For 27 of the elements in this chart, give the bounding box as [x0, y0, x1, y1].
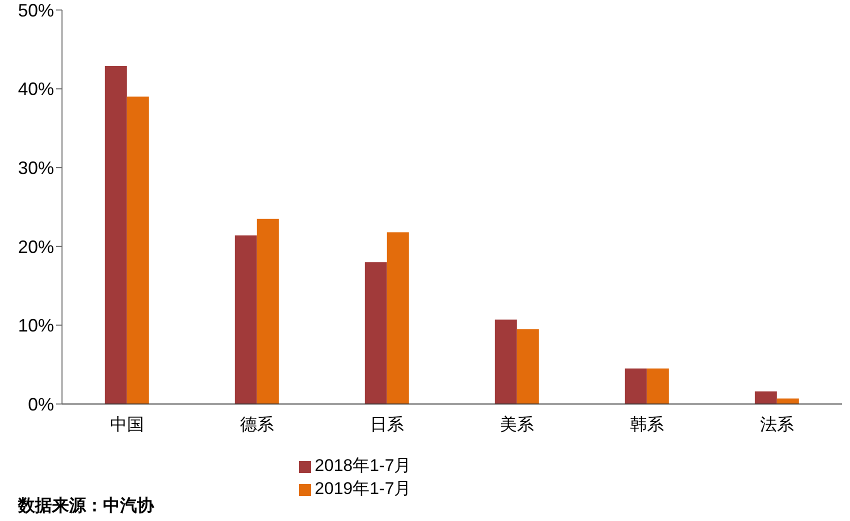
bar	[386, 232, 409, 404]
y-tick-label: 0%	[28, 394, 54, 414]
bar	[646, 368, 669, 404]
y-tick-label: 40%	[18, 79, 54, 100]
bar	[234, 235, 257, 404]
bar	[126, 96, 149, 404]
bar	[754, 391, 777, 404]
y-tick-label: 30%	[18, 158, 54, 178]
x-tick-label: 韩系	[630, 415, 664, 436]
x-tick-label: 日系	[370, 415, 404, 436]
bar	[256, 218, 279, 404]
y-tick-label: 20%	[18, 236, 54, 257]
x-tick-label: 德系	[240, 415, 274, 436]
bar	[364, 262, 387, 404]
x-tick-label: 中国	[110, 415, 144, 436]
x-tick-label: 美系	[500, 415, 534, 436]
legend-label: 2019年1-7月	[314, 479, 412, 498]
y-tick-label: 10%	[18, 316, 54, 336]
source-note: 数据来源：中汽协	[18, 495, 154, 517]
y-tick-label: 50%	[18, 0, 54, 20]
legend-label: 2018年1-7月	[314, 456, 412, 475]
x-tick-label: 法系	[760, 415, 794, 436]
bar	[776, 398, 799, 404]
bar	[494, 320, 517, 404]
bar	[624, 368, 647, 404]
bar	[104, 66, 127, 404]
bar	[516, 329, 539, 404]
